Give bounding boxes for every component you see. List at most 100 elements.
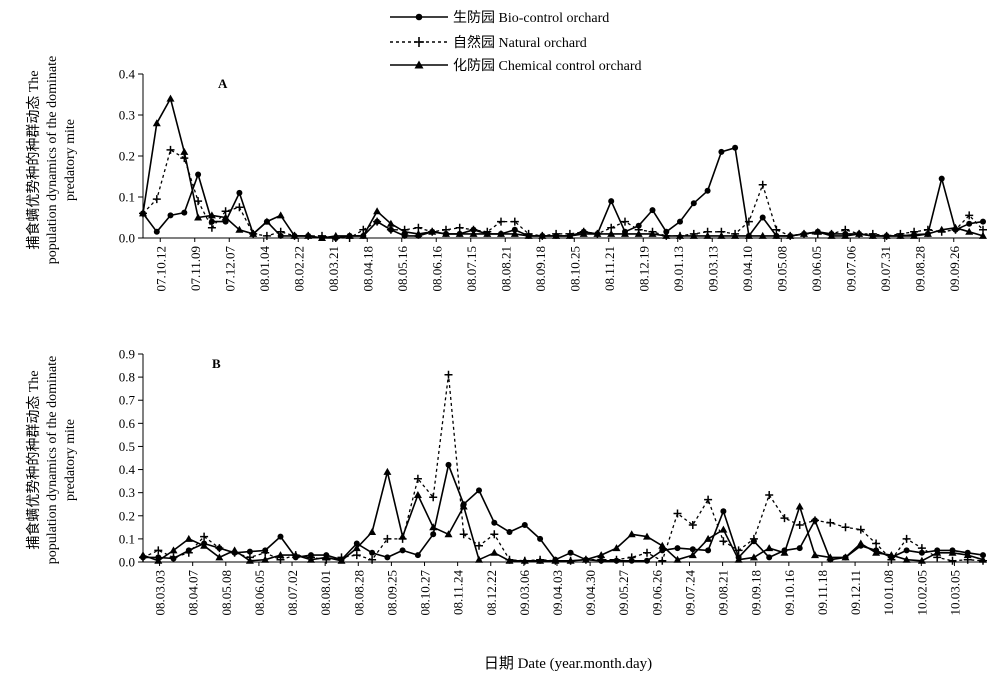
panel-b-x-tick-label: 08.10.27 — [418, 570, 433, 616]
panel-a-point-chem — [359, 231, 368, 239]
panel-a-point-bio — [511, 226, 518, 233]
panel-b-point-nat — [917, 544, 926, 553]
panel-b-point-chem — [475, 555, 483, 563]
panel-a-point-chem — [428, 227, 437, 235]
panel-a-point-chem — [676, 231, 684, 239]
panel-a-point-bio — [208, 218, 215, 225]
panel-b-point-nat — [444, 370, 453, 379]
panel-b-point-chem — [352, 544, 361, 552]
panel-b-point-nat — [826, 518, 835, 527]
panel-a-x-tick-label: 08.05.16 — [395, 246, 410, 292]
panel-b-point-nat — [261, 548, 270, 557]
panel-a-point-chem — [152, 119, 161, 127]
panel-a-point-chem — [455, 229, 464, 237]
panel-a-point-chem — [689, 231, 698, 239]
panel-b-point-bio — [796, 545, 803, 552]
panel-a-y-tick-label: 0.0 — [119, 231, 135, 246]
panel-a-point-chem — [497, 229, 505, 237]
panel-b-point-nat — [215, 544, 224, 553]
panel-b-point-nat — [749, 534, 758, 543]
panel-a-point-chem — [510, 229, 519, 237]
panel-a-point-chem — [166, 94, 175, 102]
panel-a-point-chem — [841, 231, 850, 239]
panel-b-x-tick-label: 08.12.22 — [484, 570, 499, 616]
panel-b-point-chem — [887, 551, 896, 559]
panel-b-point-chem — [276, 551, 285, 559]
panel-a-y-tick-label: 0.4 — [119, 67, 136, 82]
panel-b-x-tick-label: 09.06.26 — [649, 570, 664, 616]
panel-a-point-chem — [910, 231, 919, 239]
panel-a-point-chem — [896, 231, 905, 239]
panel-a-x-tick-label: 07.10.12 — [153, 246, 168, 292]
panel-a-x-tick-label: 09.08.28 — [912, 246, 927, 292]
panel-b-point-bio — [689, 546, 696, 553]
panel-a-point-chem — [538, 231, 547, 239]
panel-b-point-chem — [704, 534, 713, 542]
panel-b-x-tick-label: 09.08.21 — [716, 570, 731, 616]
panel-b-point-chem — [902, 555, 911, 563]
panel-a-point-chem — [855, 229, 864, 237]
panel-b-point-nat — [643, 548, 651, 557]
panel-a-point-chem — [579, 229, 588, 237]
panel-a-y-tick-label: 0.2 — [119, 149, 135, 164]
panel-b-point-nat — [780, 514, 789, 523]
panel-a-point-chem — [194, 213, 203, 221]
panel-a-point-nat — [965, 211, 974, 220]
panel-b-point-chem — [413, 491, 422, 498]
panel-b-point-bio — [521, 522, 528, 528]
panel-b-y-tick-label: 0.2 — [119, 508, 135, 523]
panel-b-point-nat — [902, 534, 911, 543]
panel-a-point-bio — [236, 189, 243, 196]
panel-b-point-chem — [154, 556, 163, 564]
panel-b-point-chem — [536, 556, 545, 564]
legend-label-chemical: 化防园 Chemical control orchard — [453, 58, 642, 74]
panel-b-x-tick-label: 08.08.28 — [351, 570, 366, 616]
panel-b-point-chem — [505, 556, 514, 564]
panel-a-point-chem — [662, 231, 671, 239]
panel-a-point-chem — [744, 231, 753, 239]
panel-b-point-bio — [903, 547, 910, 554]
panel-a-point-chem — [813, 227, 822, 235]
panel-b-point-chem — [245, 556, 254, 564]
panel-a-point-chem — [882, 231, 891, 239]
panel-b-point-chem — [566, 556, 575, 564]
panel-b-x-tick-label: 08.07.02 — [285, 570, 300, 616]
panel-a-point-chem — [607, 229, 616, 237]
panel-b-point-chem — [719, 525, 728, 533]
panel-b-x-tick-label: 08.11.24 — [451, 570, 466, 616]
panel-a-point-nat — [510, 217, 519, 226]
panel-a-x-tick-label: 08.07.15 — [464, 246, 479, 292]
panel-b-point-chem — [139, 551, 147, 559]
panel-b-point-chem — [841, 553, 850, 561]
panel-b-point-bio — [246, 548, 253, 555]
panel-a-x-tick-label: 08.03.21 — [326, 246, 341, 292]
panel-b-point-chem — [383, 467, 392, 475]
panel-a-point-chem — [386, 219, 395, 227]
panel-b-point-chem — [948, 548, 957, 556]
panel-a-point-bio — [663, 228, 670, 235]
panel-a-point-chem — [772, 231, 781, 239]
panel-a-point-chem — [731, 231, 740, 239]
panel-b-point-nat — [352, 551, 361, 560]
panel-a-point-bio — [732, 144, 739, 151]
panel-b-point-chem — [490, 548, 499, 556]
panel-a-point-chem — [345, 231, 354, 239]
panel-a-point-bio — [677, 218, 683, 225]
panel-a-point-chem — [139, 209, 147, 217]
panel-b-point-chem — [963, 551, 972, 559]
panel-a-x-tick-label: 07.11.09 — [188, 246, 203, 291]
panel-b-point-bio — [277, 533, 284, 540]
panel-b-point-bio — [369, 549, 376, 556]
panel-a-point-chem — [565, 231, 574, 239]
panel-a-point-chem — [979, 231, 987, 239]
panel-b-point-bio — [659, 547, 666, 554]
panel-b-x-tick-label: 09.04.03 — [550, 570, 565, 616]
panel-b-point-nat — [811, 516, 819, 525]
panel-b-x-tick-label: 09.07.24 — [682, 570, 697, 616]
panel-a-point-chem — [373, 207, 382, 215]
panel-b-point-bio — [705, 547, 712, 554]
panel-b-point-bio — [506, 529, 513, 535]
panel-b-point-bio — [445, 461, 452, 468]
panel-b-point-chem — [627, 530, 636, 538]
panel-a-point-nat — [207, 223, 216, 232]
